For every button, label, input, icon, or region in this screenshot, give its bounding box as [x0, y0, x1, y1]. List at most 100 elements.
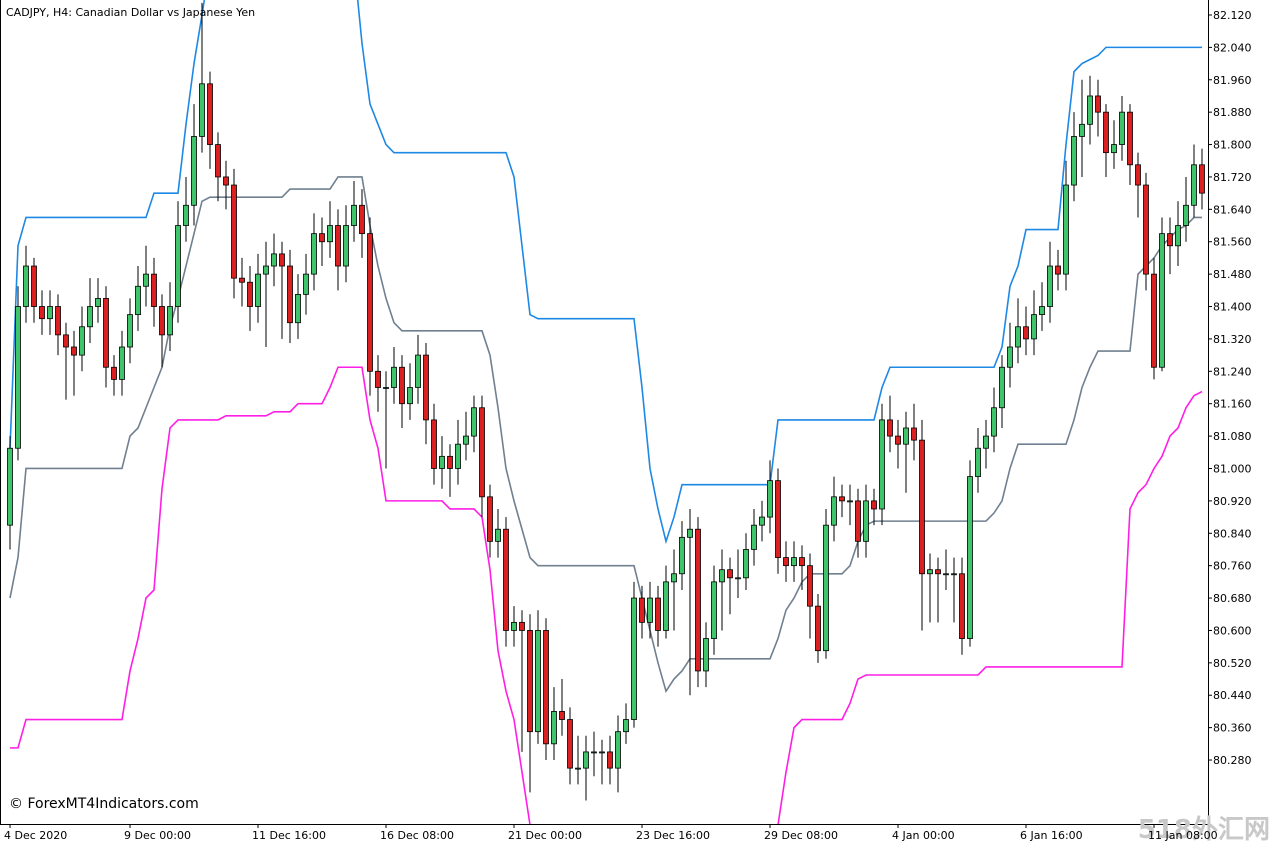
y-tick-label: 80.360 [1213, 722, 1252, 735]
candle-body [831, 496, 837, 526]
candle-body [407, 387, 413, 405]
candle-body [415, 354, 421, 388]
indicator-line [9, 0, 1202, 545]
y-tick-label: 81.640 [1213, 203, 1252, 216]
candle-body [1175, 225, 1181, 247]
candle-body [1023, 326, 1029, 340]
candle-body [711, 581, 717, 639]
plot-area [7, 0, 1205, 824]
candle-body [927, 569, 933, 575]
candle-body [71, 346, 77, 356]
candle-body [1047, 265, 1053, 307]
watermark: © ForexMT4Indicators.com [9, 796, 199, 812]
candle-body [671, 573, 677, 583]
candle-body [1071, 136, 1077, 186]
candle-body [439, 455, 445, 469]
candle-body [655, 597, 661, 631]
candle-body [1143, 184, 1149, 275]
candle-body [127, 314, 133, 348]
y-tick-label: 81.560 [1213, 236, 1252, 249]
candle-body [1119, 111, 1125, 145]
candle-body [375, 370, 381, 388]
candle-body [319, 233, 325, 243]
candle-body [599, 751, 605, 754]
site-watermark: 518外汇网 [1138, 815, 1270, 845]
candle-body [1167, 233, 1173, 247]
x-tick-label: 4 Jan 00:00 [892, 829, 955, 842]
candle-body [1079, 123, 1085, 137]
candle-body [943, 573, 949, 576]
candle-body [383, 387, 389, 389]
candle-body [207, 83, 213, 145]
candle-body [847, 500, 853, 503]
candle-body [791, 557, 797, 567]
y-tick-label: 81.720 [1213, 171, 1252, 184]
candle-body [287, 265, 293, 324]
candle-body [815, 605, 821, 652]
candle-body [151, 273, 157, 307]
candle-body [111, 366, 117, 380]
y-tick-label: 80.520 [1213, 657, 1252, 670]
candle-body [303, 273, 309, 295]
x-tick-label: 9 Dec 00:00 [124, 829, 191, 842]
y-tick-label: 80.680 [1213, 592, 1252, 605]
x-tick-label: 11 Jan 08:00 [1148, 829, 1218, 842]
candle-body [1183, 204, 1189, 226]
candle-body [1095, 95, 1101, 113]
candle-body [311, 233, 317, 275]
candle-body [1063, 184, 1069, 275]
candle-body [991, 407, 997, 437]
candle-body [543, 630, 549, 745]
y-tick-label: 81.240 [1213, 365, 1252, 378]
candle-body [263, 265, 269, 275]
candle-body [167, 306, 173, 336]
candle-body [1127, 111, 1133, 166]
candle-body [359, 204, 365, 235]
candle-body [1103, 111, 1109, 154]
y-tick-label: 81.320 [1213, 333, 1252, 346]
y-tick-label: 80.600 [1213, 624, 1252, 637]
candle-body [39, 306, 45, 320]
y-tick-label: 81.160 [1213, 398, 1252, 411]
candle-body [431, 419, 437, 469]
candle-body [823, 524, 829, 652]
candle-body [1031, 314, 1037, 340]
y-tick-label: 82.120 [1213, 9, 1252, 22]
candle-body [55, 306, 61, 336]
candle-body [719, 569, 725, 583]
candle-body [607, 751, 613, 769]
candle-body [911, 427, 917, 441]
candle-body [295, 293, 301, 324]
candle-body [103, 298, 109, 368]
x-tick-label: 29 Dec 08:00 [764, 829, 838, 842]
candle-body [1199, 164, 1205, 194]
candle-body [935, 569, 941, 575]
candle-body [391, 366, 397, 388]
candle-body [335, 225, 341, 267]
candle-body [1039, 306, 1045, 316]
candle-body [223, 176, 229, 186]
candle-body [735, 577, 741, 580]
candle-body [687, 528, 693, 538]
candle-body [751, 524, 757, 550]
candle-body [119, 346, 125, 380]
y-tick-label: 81.880 [1213, 106, 1252, 119]
candle-body [959, 573, 965, 639]
chart-title: CADJPY, H4: Canadian Dollar vs Japanese … [6, 6, 255, 19]
candle-body [647, 597, 653, 623]
candle-body [231, 184, 237, 279]
candle-body [143, 273, 149, 287]
candle-body [839, 496, 845, 502]
candle-body [247, 281, 253, 307]
y-tick-label: 82.040 [1213, 41, 1252, 54]
candle-body [463, 435, 469, 445]
candle-body [175, 225, 181, 307]
candle-body [31, 265, 37, 307]
indicator-line [10, 366, 1203, 824]
candle-body [951, 573, 957, 576]
candle-body [183, 204, 189, 226]
candle-body [1055, 265, 1061, 275]
candle-body [567, 719, 573, 769]
candle-body [447, 455, 453, 469]
candle-body [199, 83, 205, 137]
